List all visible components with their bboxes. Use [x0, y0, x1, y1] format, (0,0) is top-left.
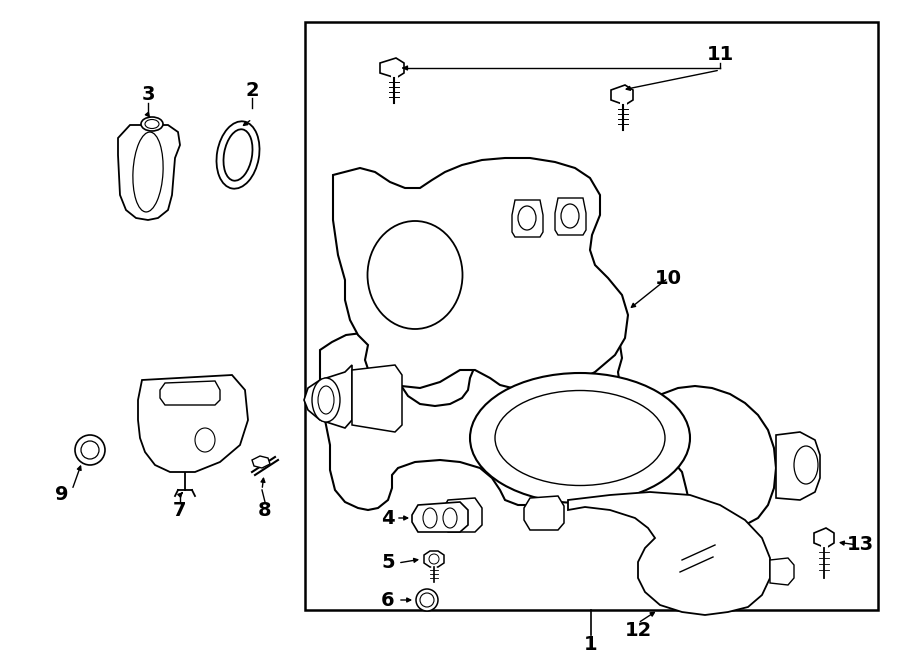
Ellipse shape: [794, 446, 818, 484]
Text: 10: 10: [654, 268, 681, 288]
Polygon shape: [380, 58, 404, 78]
Ellipse shape: [495, 391, 665, 485]
Ellipse shape: [470, 373, 690, 503]
Polygon shape: [252, 456, 270, 468]
Bar: [305, 22, 878, 610]
Polygon shape: [412, 502, 468, 532]
Text: 3: 3: [141, 85, 155, 104]
Ellipse shape: [518, 206, 536, 230]
Text: 12: 12: [625, 621, 652, 639]
Ellipse shape: [81, 441, 99, 459]
Text: 4: 4: [382, 508, 395, 527]
Ellipse shape: [443, 508, 457, 528]
Polygon shape: [424, 551, 444, 567]
Polygon shape: [611, 85, 633, 105]
Polygon shape: [524, 496, 564, 530]
Ellipse shape: [141, 117, 163, 131]
Polygon shape: [770, 558, 794, 585]
Ellipse shape: [75, 435, 105, 465]
Text: 1: 1: [584, 635, 598, 654]
Polygon shape: [568, 492, 770, 615]
Ellipse shape: [145, 120, 159, 128]
Text: 11: 11: [706, 46, 733, 65]
Ellipse shape: [195, 428, 215, 452]
Ellipse shape: [223, 130, 253, 180]
Text: 6: 6: [382, 590, 395, 609]
Ellipse shape: [312, 378, 340, 422]
Polygon shape: [138, 375, 248, 472]
Text: 5: 5: [382, 553, 395, 572]
Text: 2: 2: [245, 81, 259, 100]
Polygon shape: [320, 328, 776, 528]
Polygon shape: [304, 365, 352, 428]
Ellipse shape: [429, 554, 439, 564]
Polygon shape: [442, 498, 482, 532]
Text: 13: 13: [846, 535, 874, 555]
Ellipse shape: [217, 122, 259, 188]
Polygon shape: [776, 432, 820, 500]
Ellipse shape: [416, 589, 438, 611]
Polygon shape: [814, 528, 834, 548]
Polygon shape: [352, 365, 402, 432]
Text: 8: 8: [258, 500, 272, 520]
Polygon shape: [118, 125, 180, 220]
Ellipse shape: [367, 221, 463, 329]
Polygon shape: [555, 198, 586, 235]
Ellipse shape: [318, 386, 334, 414]
Ellipse shape: [420, 593, 434, 607]
Polygon shape: [160, 381, 220, 405]
Text: 9: 9: [55, 485, 68, 504]
Ellipse shape: [561, 204, 579, 228]
Polygon shape: [512, 200, 543, 237]
Polygon shape: [333, 158, 628, 390]
Ellipse shape: [423, 508, 437, 528]
Text: 7: 7: [173, 500, 187, 520]
